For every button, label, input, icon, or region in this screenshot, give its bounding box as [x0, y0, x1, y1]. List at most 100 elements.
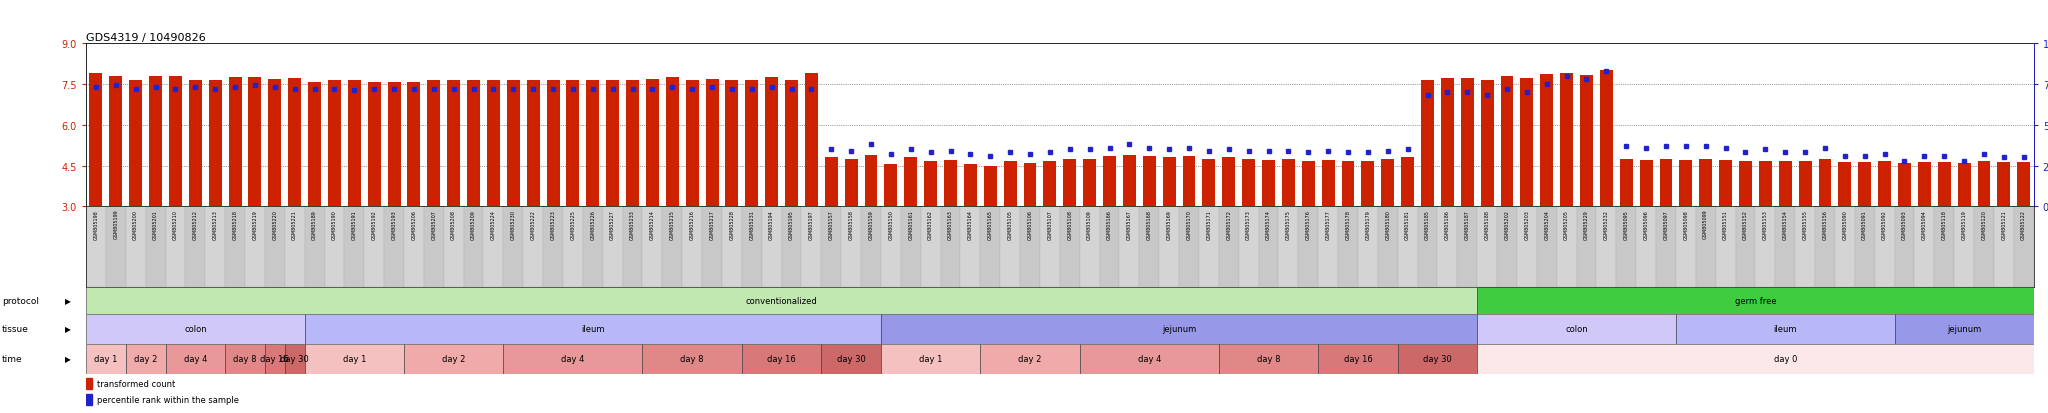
Text: transformed count: transformed count [96, 379, 176, 388]
Text: GSM805201: GSM805201 [154, 209, 158, 239]
Text: GSM805191: GSM805191 [352, 209, 356, 239]
Bar [1477, 314, 1675, 344]
Bar [170, 76, 182, 207]
Bar [766, 78, 778, 207]
Bar [1855, 207, 1874, 287]
Bar [805, 74, 817, 207]
Bar [643, 344, 741, 374]
Text: GSM805198: GSM805198 [94, 209, 98, 239]
Bar [723, 207, 741, 287]
Text: GSM805186: GSM805186 [1446, 209, 1450, 239]
Bar [1739, 162, 1751, 207]
Text: GSM805107: GSM805107 [1047, 209, 1053, 239]
Bar [1735, 207, 1755, 287]
Bar [268, 80, 281, 207]
Text: GSM805159: GSM805159 [868, 209, 874, 239]
Bar [1878, 162, 1890, 207]
Bar [643, 207, 662, 287]
Text: jejunum: jejunum [1948, 325, 1980, 334]
Text: GSM805195: GSM805195 [788, 209, 795, 239]
Bar [403, 207, 424, 287]
Text: day 8: day 8 [233, 354, 256, 363]
Text: jejunum: jejunum [1161, 325, 1196, 334]
Bar [1915, 207, 1933, 287]
Text: GSM805219: GSM805219 [252, 209, 258, 239]
Text: GDS4319 / 10490826: GDS4319 / 10490826 [86, 33, 205, 43]
Bar [547, 81, 559, 207]
Text: colon: colon [184, 325, 207, 334]
Bar [1796, 207, 1815, 287]
Bar [707, 80, 719, 207]
Bar [1182, 157, 1196, 207]
Bar [1442, 78, 1454, 207]
Bar [424, 207, 444, 287]
Bar [1122, 155, 1137, 207]
Bar [1679, 160, 1692, 207]
Text: GSM805193: GSM805193 [391, 209, 397, 239]
Bar [1278, 207, 1298, 287]
Text: GSM805226: GSM805226 [590, 209, 596, 239]
Bar [1839, 163, 1851, 207]
Text: GSM805166: GSM805166 [1108, 209, 1112, 239]
Bar [1139, 207, 1159, 287]
Bar [305, 314, 881, 344]
Bar [922, 207, 940, 287]
Bar [1933, 207, 1954, 287]
Text: GSM805207: GSM805207 [432, 209, 436, 239]
Text: GSM805093: GSM805093 [1903, 209, 1907, 239]
Bar [225, 207, 246, 287]
Bar [563, 207, 584, 287]
Text: colon: colon [1565, 325, 1587, 334]
Text: day 2: day 2 [442, 354, 465, 363]
Bar [1219, 207, 1239, 287]
Text: GSM805220: GSM805220 [272, 209, 276, 239]
Text: GSM805200: GSM805200 [133, 209, 137, 239]
Bar [1937, 163, 1950, 207]
Bar [1460, 78, 1475, 207]
Text: GSM805177: GSM805177 [1325, 209, 1331, 239]
Text: GSM805109: GSM805109 [1087, 209, 1092, 239]
Text: day 1: day 1 [920, 354, 942, 363]
Bar [86, 207, 106, 287]
Text: GSM805232: GSM805232 [1604, 209, 1610, 239]
Bar [86, 314, 305, 344]
Bar [1501, 76, 1513, 207]
Text: GSM805154: GSM805154 [1782, 209, 1788, 239]
Bar [1198, 207, 1219, 287]
Bar [1458, 207, 1477, 287]
Bar [725, 81, 739, 207]
Bar [264, 207, 285, 287]
Bar [1755, 207, 1776, 287]
Text: GSM805204: GSM805204 [1544, 209, 1548, 239]
Bar [125, 207, 145, 287]
Text: ileum: ileum [582, 325, 604, 334]
Text: GSM805171: GSM805171 [1206, 209, 1212, 239]
Bar [1536, 207, 1556, 287]
Bar [1421, 81, 1434, 207]
Text: GSM805096: GSM805096 [1645, 209, 1649, 239]
Bar [1083, 159, 1096, 207]
Bar [522, 207, 543, 287]
Text: GSM805231: GSM805231 [750, 209, 754, 239]
Bar [1556, 207, 1577, 287]
Text: GSM805167: GSM805167 [1126, 209, 1133, 239]
Text: GSM805118: GSM805118 [1942, 209, 1948, 239]
Bar [1202, 159, 1214, 207]
Bar [166, 207, 186, 287]
Bar [348, 81, 360, 207]
Bar [981, 344, 1079, 374]
Text: conventionalized: conventionalized [745, 297, 817, 305]
Text: GSM805202: GSM805202 [1505, 209, 1509, 239]
Text: germ free: germ free [1735, 297, 1776, 305]
Bar [702, 207, 723, 287]
Text: protocol: protocol [2, 297, 39, 305]
Bar [1063, 159, 1077, 207]
Bar [1597, 207, 1616, 287]
Bar [666, 78, 678, 207]
Bar [1700, 159, 1712, 207]
Bar [403, 344, 504, 374]
Bar [1917, 163, 1931, 207]
Bar [1260, 207, 1278, 287]
Text: GSM805189: GSM805189 [311, 209, 317, 239]
Bar [1341, 162, 1354, 207]
